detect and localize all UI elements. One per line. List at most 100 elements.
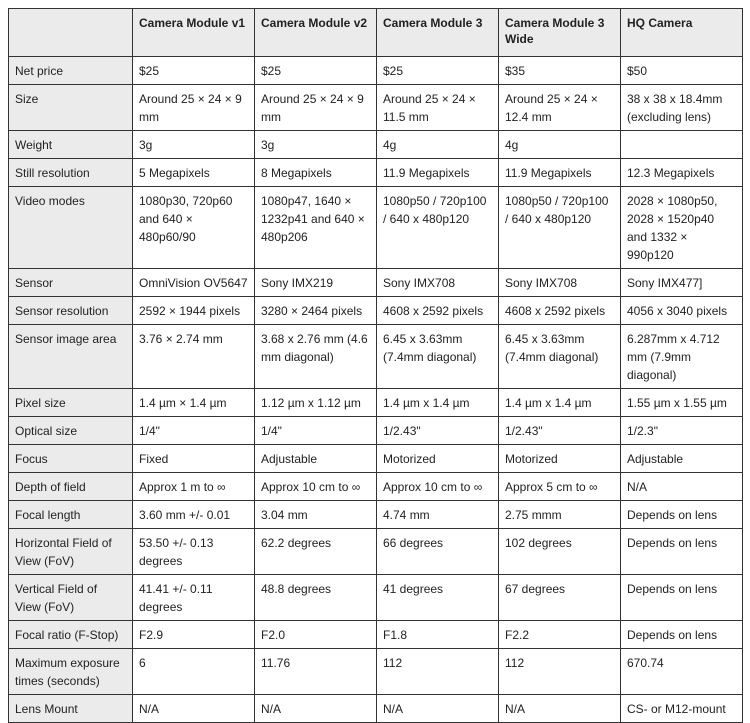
table-cell: 4608 x 2592 pixels xyxy=(498,296,621,325)
table-row: Sensor OmniVision OV5647 Sony IMX219 Son… xyxy=(8,268,743,297)
table-cell: 4g xyxy=(376,130,499,159)
table-cell: N/A xyxy=(376,694,499,723)
table-cell: 1.4 µm x 1.4 µm xyxy=(376,388,499,417)
table-cell: 1/2.43" xyxy=(376,416,499,445)
table-cell: Approx 1 m to ∞ xyxy=(132,472,255,501)
table-cell: Sony IMX477] xyxy=(620,268,743,297)
table-cell: Around 25 × 24 × 9 mm xyxy=(254,84,377,131)
row-label: Size xyxy=(8,84,133,131)
table-cell: 112 xyxy=(376,648,499,695)
row-label: Sensor xyxy=(8,268,133,297)
table-row: Net price $25 $25 $25 $35 $50 xyxy=(8,56,743,85)
table-cell: 12.3 Megapixels xyxy=(620,158,743,187)
table-cell: 41 degrees xyxy=(376,574,499,621)
camera-comparison-table: Camera Module v1 Camera Module v2 Camera… xyxy=(8,8,743,723)
table-cell: OmniVision OV5647 xyxy=(132,268,255,297)
table-cell: 6.287mm x 4.712 mm (7.9mm diagonal) xyxy=(620,324,743,389)
table-cell: 53.50 +/- 0.13 degrees xyxy=(132,528,255,575)
table-cell: 670.74 xyxy=(620,648,743,695)
header-camera-module-v1: Camera Module v1 xyxy=(132,8,255,57)
table-cell: Adjustable xyxy=(620,444,743,473)
table-cell: $25 xyxy=(376,56,499,85)
table-cell: 102 degrees xyxy=(498,528,621,575)
table-row: Focal ratio (F-Stop) F2.9 F2.0 F1.8 F2.2… xyxy=(8,620,743,649)
row-label: Depth of field xyxy=(8,472,133,501)
table-cell: Sony IMX219 xyxy=(254,268,377,297)
table-row: Depth of field Approx 1 m to ∞ Approx 10… xyxy=(8,472,743,501)
row-label: Video modes xyxy=(8,186,133,269)
row-label: Net price xyxy=(8,56,133,85)
row-label: Maximum exposure times (seconds) xyxy=(8,648,133,695)
page: Camera Module v1 Camera Module v2 Camera… xyxy=(8,8,743,723)
table-cell: Adjustable xyxy=(254,444,377,473)
row-label: Focal length xyxy=(8,500,133,529)
table-cell: 3.68 x 2.76 mm (4.6 mm diagonal) xyxy=(254,324,377,389)
table-cell: $35 xyxy=(498,56,621,85)
table-cell: F2.2 xyxy=(498,620,621,649)
table-cell: Around 25 × 24 × 9 mm xyxy=(132,84,255,131)
row-label: Optical size xyxy=(8,416,133,445)
table-row: Video modes 1080p30, 720p60 and 640 × 48… xyxy=(8,186,743,269)
table-cell: 67 degrees xyxy=(498,574,621,621)
table-cell: 48.8 degrees xyxy=(254,574,377,621)
table-cell: 4608 x 2592 pixels xyxy=(376,296,499,325)
table-row: Focus Fixed Adjustable Motorized Motoriz… xyxy=(8,444,743,473)
row-label: Lens Mount xyxy=(8,694,133,723)
table-cell: 8 Megapixels xyxy=(254,158,377,187)
row-label: Horizontal Field of View (FoV) xyxy=(8,528,133,575)
row-label: Pixel size xyxy=(8,388,133,417)
table-row: Sensor resolution 2592 × 1944 pixels 328… xyxy=(8,296,743,325)
table-row: Sensor image area 3.76 × 2.74 mm 3.68 x … xyxy=(8,324,743,389)
table-cell: 1080p47, 1640 × 1232p41 and 640 × 480p20… xyxy=(254,186,377,269)
table-cell: 3280 × 2464 pixels xyxy=(254,296,377,325)
table-cell: Sony IMX708 xyxy=(498,268,621,297)
table-cell: 11.9 Megapixels xyxy=(498,158,621,187)
table-cell: 3g xyxy=(132,130,255,159)
table-cell: 2028 × 1080p50, 2028 × 1520p40 and 1332 … xyxy=(620,186,743,269)
table-cell: 1.55 µm x 1.55 µm xyxy=(620,388,743,417)
table-cell: 4.74 mm xyxy=(376,500,499,529)
table-cell xyxy=(620,130,743,159)
table-cell: Depends on lens xyxy=(620,528,743,575)
row-label: Weight xyxy=(8,130,133,159)
table-cell: 11.9 Megapixels xyxy=(376,158,499,187)
table-row: Size Around 25 × 24 × 9 mm Around 25 × 2… xyxy=(8,84,743,131)
header-camera-module-3: Camera Module 3 xyxy=(376,8,499,57)
table-cell: 1/2.3" xyxy=(620,416,743,445)
table-cell: Motorized xyxy=(376,444,499,473)
table-row: Optical size 1/4" 1/4" 1/2.43" 1/2.43" 1… xyxy=(8,416,743,445)
table-row: Vertical Field of View (FoV) 41.41 +/- 0… xyxy=(8,574,743,621)
table-row: Lens Mount N/A N/A N/A N/A CS- or M12-mo… xyxy=(8,694,743,723)
table-cell: Motorized xyxy=(498,444,621,473)
header-hq-camera: HQ Camera xyxy=(620,8,743,57)
table-cell: 38 x 38 x 18.4mm (excluding lens) xyxy=(620,84,743,131)
table-cell: 3.04 mm xyxy=(254,500,377,529)
table-cell: $25 xyxy=(254,56,377,85)
table-cell: Approx 5 cm to ∞ xyxy=(498,472,621,501)
table-cell: N/A xyxy=(254,694,377,723)
table-cell: CS- or M12-mount xyxy=(620,694,743,723)
row-label: Sensor resolution xyxy=(8,296,133,325)
table-cell: F1.8 xyxy=(376,620,499,649)
row-label: Focus xyxy=(8,444,133,473)
table-cell: Around 25 × 24 × 11.5 mm xyxy=(376,84,499,131)
row-label: Vertical Field of View (FoV) xyxy=(8,574,133,621)
table-cell: 1/4" xyxy=(132,416,255,445)
table-cell: 3.76 × 2.74 mm xyxy=(132,324,255,389)
table-cell: N/A xyxy=(132,694,255,723)
table-cell: 66 degrees xyxy=(376,528,499,575)
header-camera-module-v2: Camera Module v2 xyxy=(254,8,377,57)
table-cell: 3.60 mm +/- 0.01 xyxy=(132,500,255,529)
table-row: Focal length 3.60 mm +/- 0.01 3.04 mm 4.… xyxy=(8,500,743,529)
table-cell: $50 xyxy=(620,56,743,85)
table-row: Pixel size 1.4 µm × 1.4 µm 1.12 µm x 1.1… xyxy=(8,388,743,417)
table-cell: $25 xyxy=(132,56,255,85)
table-cell: 41.41 +/- 0.11 degrees xyxy=(132,574,255,621)
table-cell: 3g xyxy=(254,130,377,159)
table-row: Still resolution 5 Megapixels 8 Megapixe… xyxy=(8,158,743,187)
table-cell: N/A xyxy=(620,472,743,501)
table-cell: Approx 10 cm to ∞ xyxy=(376,472,499,501)
table-cell: 1.4 µm × 1.4 µm xyxy=(132,388,255,417)
row-label: Still resolution xyxy=(8,158,133,187)
table-cell: 4g xyxy=(498,130,621,159)
